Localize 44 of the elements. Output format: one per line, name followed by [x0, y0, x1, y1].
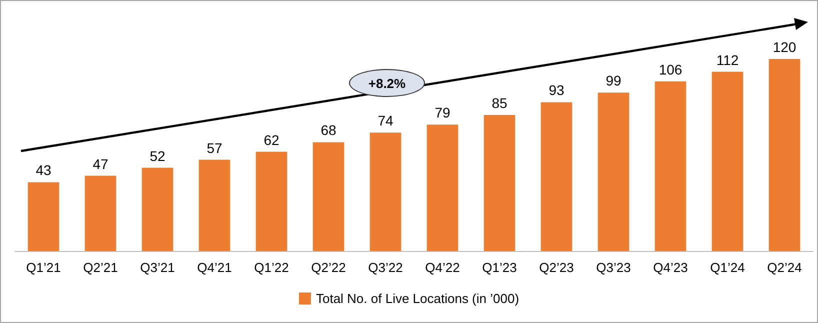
bar [370, 132, 402, 251]
x-tick-label: Q2’24 [767, 260, 802, 275]
bar [142, 168, 174, 251]
x-tick-label: Q4’23 [653, 260, 688, 275]
legend-label: Total No. of Live Locations (in ’000) [316, 291, 520, 306]
x-tick-label: Q2’21 [83, 260, 118, 275]
bar [84, 176, 116, 251]
bar [198, 160, 230, 251]
data-label: 112 [716, 52, 739, 68]
x-tick-label: Q3’22 [368, 260, 403, 275]
data-label: 52 [150, 148, 166, 164]
data-label: 93 [548, 82, 564, 98]
data-label: 68 [320, 122, 336, 138]
x-tick-label: Q2’22 [311, 260, 346, 275]
bar [426, 124, 458, 251]
data-label: 47 [92, 156, 108, 172]
data-label: 62 [264, 132, 280, 148]
x-tick-label: Q2’23 [539, 260, 574, 275]
bar [712, 72, 744, 251]
data-label: 57 [206, 140, 222, 156]
bar [768, 59, 800, 251]
data-label: 99 [606, 72, 622, 89]
x-tick-label: Q3’23 [596, 260, 631, 275]
bar [28, 182, 60, 251]
x-tick-label: Q3’21 [140, 260, 175, 275]
x-tick-label: Q1’22 [254, 260, 289, 275]
x-tick-label: Q1’24 [710, 260, 745, 275]
bar [256, 152, 288, 251]
bar [312, 142, 344, 251]
bar [598, 92, 630, 251]
data-label: 43 [36, 162, 52, 178]
data-label: 120 [772, 39, 796, 55]
bar [540, 102, 572, 251]
data-label: 85 [492, 95, 508, 111]
annotation: +8.2% [349, 69, 425, 97]
data-label: 106 [658, 61, 682, 78]
x-tick-label: Q1’21 [26, 260, 61, 275]
x-tick-label: Q4’21 [197, 260, 232, 275]
x-tick-label: Q1’23 [482, 260, 517, 275]
data-label: 74 [378, 112, 394, 129]
bar [484, 115, 516, 251]
data-label: 79 [434, 104, 450, 121]
x-tick-label: Q4’22 [425, 260, 460, 275]
bar [654, 81, 686, 251]
